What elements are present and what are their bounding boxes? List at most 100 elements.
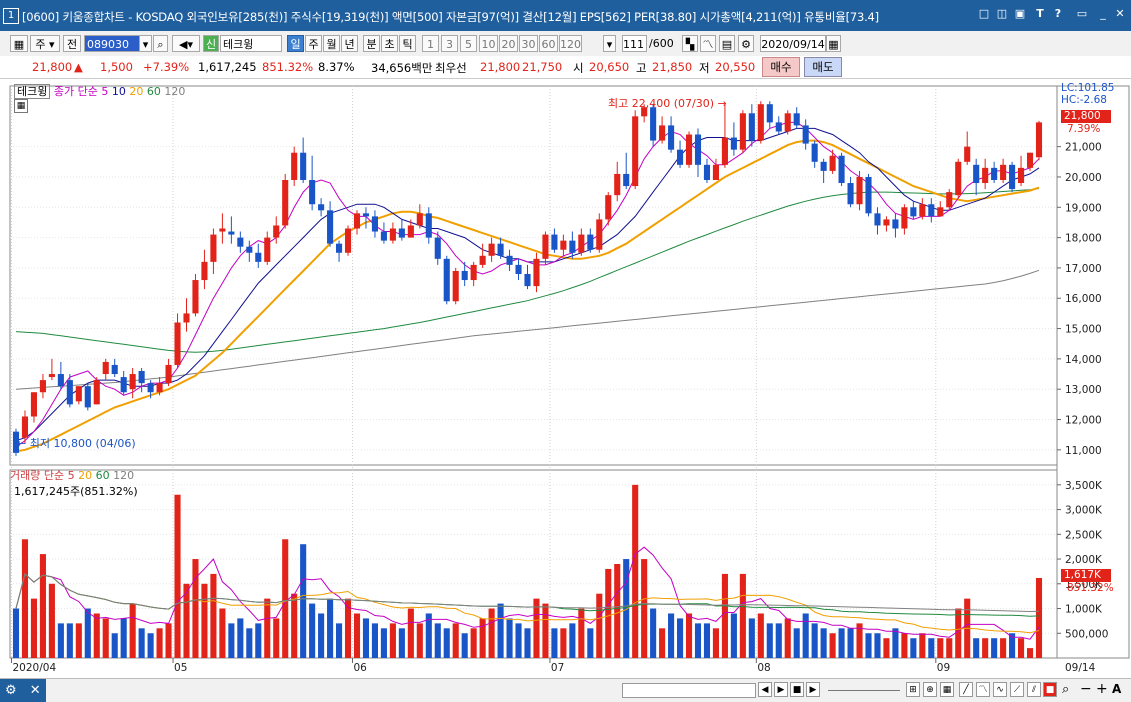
window-split-icon[interactable]: ◫ <box>996 7 1008 20</box>
save-icon[interactable]: ▤ <box>719 35 735 52</box>
crosshair-icon[interactable]: ⊕ <box>923 682 937 697</box>
volume-bar <box>246 628 253 658</box>
scroll-track[interactable] <box>622 683 756 698</box>
code-dropdown-icon[interactable]: ▾ <box>139 35 152 52</box>
settings-icon[interactable]: ⚙ <box>738 35 754 52</box>
volume-bar <box>129 603 136 658</box>
interval-3-button[interactable]: 3 <box>441 35 458 52</box>
interval-20-button[interactable]: 20 <box>499 35 518 52</box>
draw-channel-icon[interactable]: ⫽ <box>1027 682 1041 697</box>
search-icon[interactable]: ⌕ <box>153 35 168 52</box>
count-total: /600 <box>649 37 674 50</box>
candle-body <box>84 386 91 408</box>
volume-bar <box>353 613 361 658</box>
period-minute-button[interactable]: 분 <box>363 35 380 52</box>
play-icon[interactable]: ▶ <box>774 682 788 697</box>
candle-body <box>694 134 702 165</box>
zoom-in-icon[interactable]: + <box>1096 681 1108 697</box>
volume-bar <box>327 598 334 658</box>
volume-ma120-line <box>15 572 1040 613</box>
period-tick-button[interactable]: 틱 <box>399 35 416 52</box>
volume-bar <box>443 628 450 658</box>
period-day-button[interactable]: 일 <box>287 35 304 52</box>
chart-area[interactable]: 11,000 12,000 13,000 14,000 15,000 16,000 17,0… <box>0 80 1131 678</box>
scroll-left-icon[interactable]: ◀ <box>758 682 772 697</box>
candle-body <box>793 113 800 126</box>
grid-toggle-icon[interactable]: ▦ <box>940 682 954 697</box>
stock-name-field[interactable]: 테크윙 <box>220 35 282 52</box>
count-input[interactable]: 111 <box>622 35 647 52</box>
volume-tick-label: 3,000K <box>1065 505 1103 517</box>
volume-tick-label: 2,000K <box>1065 554 1103 566</box>
close-panel-icon[interactable]: ✕ <box>29 683 41 698</box>
interval-1-button[interactable]: 1 <box>422 35 439 52</box>
jeon-button[interactable]: 전 <box>63 35 81 52</box>
interval-60-button[interactable]: 60 <box>539 35 558 52</box>
candle-body <box>461 270 468 281</box>
volume-bar <box>632 484 639 658</box>
candle-body <box>1018 167 1025 184</box>
candle-body <box>210 234 217 262</box>
speaker-icon[interactable]: ◀▾ <box>172 35 200 52</box>
sell-button[interactable]: 매도 <box>804 57 842 77</box>
trend-icon[interactable]: 〽 <box>700 35 716 52</box>
volume-bar <box>416 623 423 658</box>
volume-bar <box>336 623 343 658</box>
ma120-legend: 120 <box>164 85 186 98</box>
candle-body <box>309 179 316 205</box>
volume-bar <box>721 573 728 658</box>
draw-fan-icon[interactable]: ⟋ <box>1010 682 1024 697</box>
window-option-icon[interactable]: □ <box>978 7 990 20</box>
stop-icon[interactable]: ■ <box>790 682 804 697</box>
zoom-fit-icon[interactable]: ⊞ <box>906 682 920 697</box>
period-year-button[interactable]: 년 <box>341 35 358 52</box>
price-tick-label: 11,000 <box>1065 445 1102 457</box>
price-tick-label: 15,000 <box>1065 324 1102 336</box>
volume-bar <box>1009 633 1016 658</box>
record-icon[interactable]: ■ <box>1043 682 1057 697</box>
volume-tick-label: 3,500K <box>1065 480 1103 492</box>
date-input[interactable]: 2020/09/14 <box>760 35 826 52</box>
indicator-icon[interactable]: ▚ <box>682 35 698 52</box>
zoom-slider[interactable] <box>828 690 900 691</box>
candle-body <box>587 234 594 250</box>
code-input[interactable]: 089030 <box>84 35 140 52</box>
font-size-icon[interactable]: A <box>1112 682 1122 696</box>
period-second-button[interactable]: 초 <box>381 35 398 52</box>
help-icon[interactable]: ? <box>1054 7 1062 20</box>
zoom-search-icon[interactable]: ⌕ <box>1062 682 1070 697</box>
draw-trend-icon[interactable]: 〽 <box>976 682 990 697</box>
calendar-icon[interactable]: ▦ <box>826 35 841 52</box>
volume-bar <box>587 628 594 658</box>
candle-body <box>228 231 235 235</box>
font-icon[interactable]: T <box>1036 7 1044 20</box>
scroll-right-icon[interactable]: ▶ <box>806 682 820 697</box>
draw-line-icon[interactable]: ╱ <box>959 682 973 697</box>
period-week-button[interactable]: 주 <box>305 35 322 52</box>
gear-icon[interactable]: ⚙ <box>5 683 17 698</box>
market-select[interactable]: 주 ▾ <box>30 35 60 52</box>
candle-body <box>614 173 621 196</box>
last-volume-tag: 1,617K <box>1061 569 1111 582</box>
price-tick-label: 14,000 <box>1065 354 1102 366</box>
candle-body <box>300 152 307 180</box>
close-icon[interactable]: ✕ <box>1115 7 1125 20</box>
volume-ratio: 851.32% <box>262 60 314 74</box>
period-month-button[interactable]: 월 <box>323 35 340 52</box>
draw-wave-icon[interactable]: ∿ <box>993 682 1007 697</box>
interval-5-button[interactable]: 5 <box>460 35 477 52</box>
interval-dropdown-icon[interactable]: ▾ <box>603 35 616 52</box>
interval-30-button[interactable]: 30 <box>519 35 538 52</box>
maximize-icon[interactable]: ▭ <box>1076 7 1088 20</box>
interval-120-button[interactable]: 120 <box>559 35 582 52</box>
minimize-icon[interactable]: _ <box>1100 7 1106 20</box>
table-icon[interactable]: ▦ <box>14 99 28 113</box>
buy-button[interactable]: 매수 <box>762 57 800 77</box>
grid-menu-icon[interactable]: ▦ <box>10 35 28 52</box>
zoom-out-icon[interactable]: − <box>1080 681 1092 697</box>
candlestick-chart[interactable]: 11,000 12,000 13,000 14,000 15,000 16,000 17,0… <box>0 80 1131 678</box>
window-layout-icon[interactable]: ▣ <box>1014 7 1026 20</box>
candle-body <box>641 107 648 117</box>
interval-10-button[interactable]: 10 <box>479 35 498 52</box>
volume-bar <box>237 618 244 658</box>
